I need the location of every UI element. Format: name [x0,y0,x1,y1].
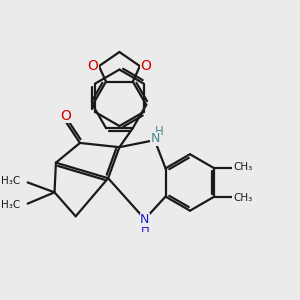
Text: CH₃: CH₃ [233,162,252,172]
Text: O: O [60,109,71,123]
Text: CH₃: CH₃ [233,193,252,203]
Text: H₃C: H₃C [2,200,21,210]
Text: O: O [87,58,98,73]
Text: N: N [140,213,149,226]
Text: N: N [151,133,160,146]
Text: H: H [154,124,163,138]
Text: H₃C: H₃C [2,176,21,186]
Text: O: O [141,58,152,73]
Text: H: H [140,222,149,235]
